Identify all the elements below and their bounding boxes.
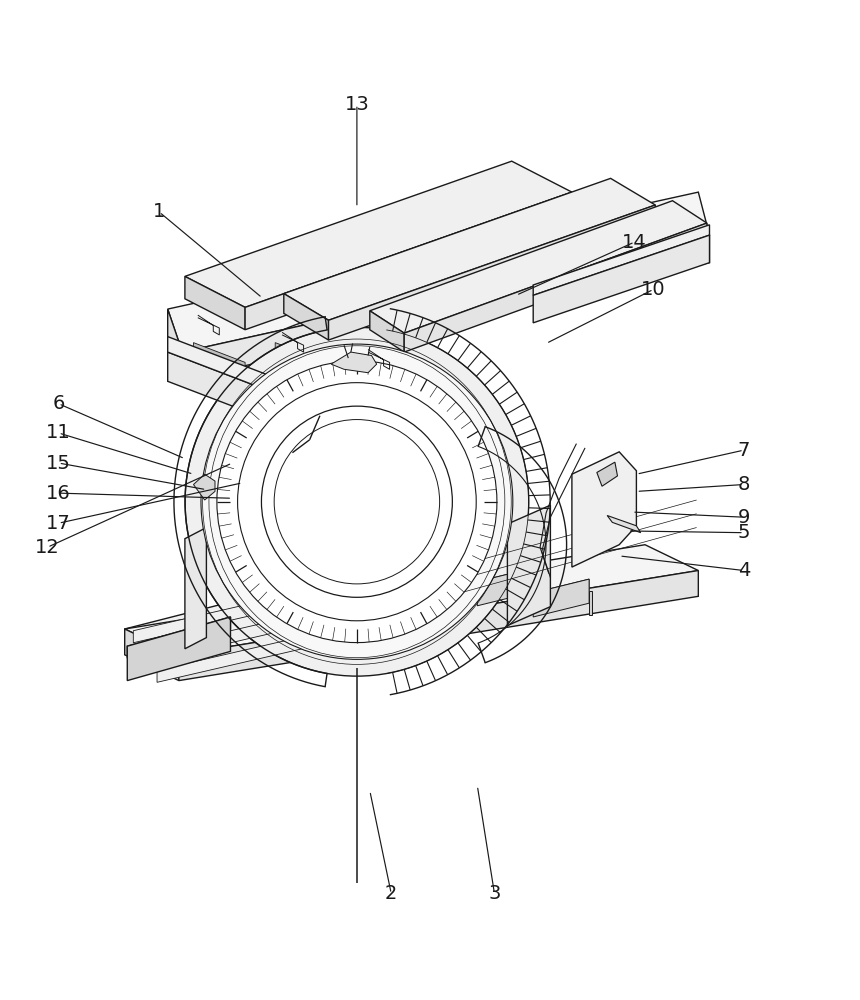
Text: 8: 8 — [738, 475, 750, 494]
Polygon shape — [168, 337, 267, 390]
Polygon shape — [533, 225, 710, 295]
Polygon shape — [125, 629, 179, 681]
Text: 3: 3 — [488, 884, 501, 903]
Polygon shape — [168, 309, 182, 380]
Text: 5: 5 — [738, 523, 750, 542]
Polygon shape — [157, 626, 351, 682]
Polygon shape — [533, 580, 536, 604]
Polygon shape — [179, 571, 698, 681]
Text: 16: 16 — [46, 484, 71, 503]
Text: 11: 11 — [46, 423, 71, 442]
Text: 1: 1 — [153, 202, 165, 221]
Polygon shape — [370, 201, 707, 333]
Polygon shape — [133, 586, 327, 643]
Polygon shape — [507, 505, 550, 626]
Polygon shape — [331, 352, 377, 373]
Polygon shape — [301, 576, 473, 630]
Polygon shape — [284, 178, 655, 320]
Text: 14: 14 — [623, 232, 647, 251]
Polygon shape — [589, 591, 592, 615]
Ellipse shape — [217, 361, 497, 643]
Polygon shape — [329, 205, 655, 340]
Ellipse shape — [237, 383, 476, 621]
Text: 7: 7 — [738, 441, 750, 460]
Polygon shape — [125, 553, 421, 646]
Polygon shape — [533, 235, 710, 323]
Polygon shape — [572, 452, 636, 567]
Text: 12: 12 — [35, 538, 59, 557]
Text: 13: 13 — [345, 95, 369, 114]
Polygon shape — [533, 579, 589, 605]
Polygon shape — [145, 606, 339, 663]
Polygon shape — [127, 617, 230, 658]
Polygon shape — [185, 161, 572, 307]
Polygon shape — [533, 579, 589, 617]
Polygon shape — [316, 584, 458, 631]
Polygon shape — [421, 557, 477, 583]
Ellipse shape — [201, 344, 513, 659]
Ellipse shape — [274, 420, 439, 584]
Ellipse shape — [185, 327, 529, 676]
Polygon shape — [168, 352, 267, 419]
Polygon shape — [194, 474, 215, 500]
Polygon shape — [607, 515, 641, 533]
Text: 15: 15 — [46, 454, 71, 473]
Polygon shape — [125, 545, 698, 655]
Polygon shape — [185, 528, 206, 649]
Text: 9: 9 — [738, 508, 750, 527]
Polygon shape — [194, 343, 245, 381]
Polygon shape — [284, 294, 329, 340]
Polygon shape — [370, 311, 404, 352]
Text: 2: 2 — [385, 884, 397, 903]
Polygon shape — [182, 235, 710, 380]
Text: 17: 17 — [46, 514, 71, 533]
Polygon shape — [301, 576, 473, 643]
Polygon shape — [357, 343, 408, 381]
Polygon shape — [477, 568, 533, 594]
Ellipse shape — [261, 406, 452, 597]
Polygon shape — [245, 192, 572, 330]
Text: 10: 10 — [642, 280, 666, 299]
Polygon shape — [404, 223, 707, 352]
Text: 6: 6 — [52, 394, 64, 413]
Polygon shape — [477, 568, 533, 606]
Polygon shape — [168, 192, 710, 352]
Polygon shape — [275, 343, 327, 381]
Polygon shape — [127, 617, 230, 681]
Polygon shape — [185, 276, 245, 330]
Text: 4: 4 — [738, 561, 750, 580]
Polygon shape — [477, 569, 480, 593]
Polygon shape — [421, 557, 477, 595]
Polygon shape — [597, 462, 617, 486]
